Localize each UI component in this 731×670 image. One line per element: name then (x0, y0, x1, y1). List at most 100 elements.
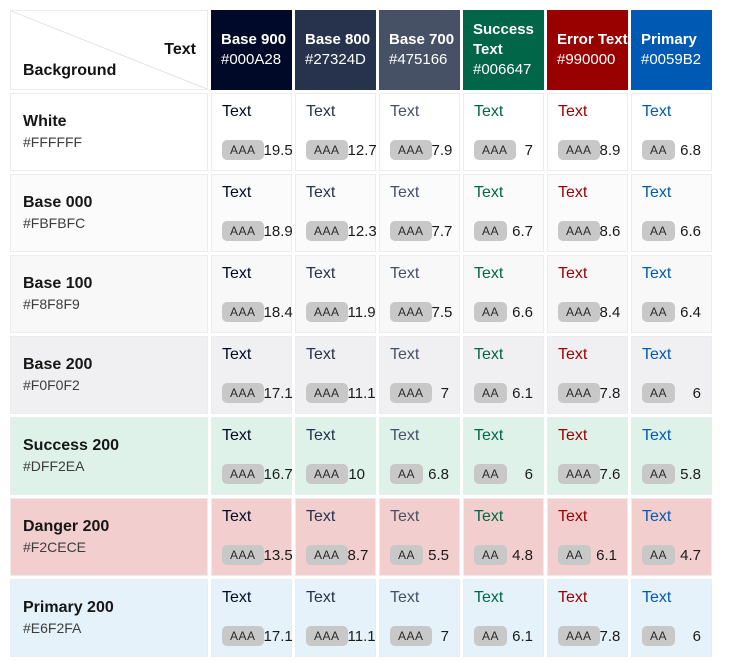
contrast-ratio: 6 (692, 384, 701, 402)
contrast-ratio: 11.9 (347, 303, 376, 321)
contrast-cell: Text AA 4.8 (463, 498, 544, 576)
text-sample: Text (642, 103, 672, 120)
contrast-ratio: 7.9 (431, 141, 453, 159)
contrast-ratio: 17.1 (263, 384, 293, 402)
row-header-base-100: Base 100 #F8F8F9 (10, 255, 208, 333)
wcag-level-badge: AAA (222, 464, 264, 484)
wcag-level-badge: AA (390, 464, 424, 484)
row-name: White (23, 113, 67, 130)
wcag-level-badge: AAA (558, 626, 600, 646)
contrast-cell: Text AAA 18.9 (211, 174, 293, 252)
contrast-meta: AAA 13.5 (222, 545, 293, 565)
contrast-ratio: 7.5 (431, 303, 453, 321)
contrast-cell: Text AAA 7 (379, 336, 460, 414)
row-hex: #F8F8F9 (23, 296, 80, 313)
wcag-level-badge: AAA (222, 383, 264, 403)
contrast-ratio: 8.6 (599, 222, 621, 240)
text-sample: Text (222, 508, 252, 525)
contrast-meta: AAA 7.8 (558, 626, 620, 646)
contrast-meta: AAA 11.1 (306, 383, 376, 403)
wcag-level-badge: AAA (390, 221, 432, 241)
text-sample: Text (558, 346, 588, 363)
contrast-cell: Text AAA 8.9 (547, 93, 628, 171)
contrast-meta: AAA 8.6 (558, 221, 620, 241)
text-sample: Text (390, 427, 420, 444)
contrast-ratio: 7 (440, 627, 449, 645)
contrast-cell: Text AAA 11.1 (295, 336, 376, 414)
contrast-meta: AAA 11.9 (306, 302, 376, 322)
contrast-ratio: 7 (524, 141, 533, 159)
column-hex: #475166 (389, 51, 448, 68)
contrast-meta: AA 6.8 (390, 464, 449, 484)
text-sample: Text (306, 589, 336, 606)
column-hex: #990000 (557, 51, 616, 68)
text-sample: Text (558, 103, 588, 120)
column-name: Base 900 (221, 30, 287, 48)
text-sample: Text (222, 346, 252, 363)
text-sample: Text (474, 265, 504, 282)
contrast-ratio: 18.4 (263, 303, 293, 321)
contrast-cell: Text AAA 7.8 (547, 336, 628, 414)
text-sample: Text (390, 184, 420, 201)
contrast-ratio: 7.6 (599, 465, 621, 483)
row-hex: #FBFBFC (23, 215, 86, 232)
column-name: Base 800 (305, 30, 371, 48)
contrast-cell: Text AAA 7 (379, 579, 460, 657)
column-header-base-800: Base 800 #27324D (295, 10, 376, 90)
contrast-ratio: 16.7 (263, 465, 293, 483)
row-hex: #F0F0F2 (23, 377, 80, 394)
contrast-meta: AAA 7 (390, 383, 449, 403)
wcag-level-badge: AA (642, 545, 676, 565)
contrast-ratio: 19.5 (263, 141, 293, 159)
text-sample: Text (306, 184, 336, 201)
wcag-level-badge: AAA (558, 140, 600, 160)
contrast-meta: AA 6 (642, 383, 701, 403)
contrast-cell: Text AA 6 (631, 336, 712, 414)
text-sample: Text (642, 265, 672, 282)
column-header-base-900: Base 900 #000A28 (211, 10, 292, 90)
text-sample: Text (474, 589, 504, 606)
contrast-cell: Text AA 6.6 (631, 174, 712, 252)
corner-cell: Text Background (10, 10, 208, 90)
contrast-ratio: 6.7 (512, 222, 533, 240)
wcag-level-badge: AAA (306, 464, 348, 484)
contrast-cell: Text AAA 12.7 (295, 93, 377, 171)
wcag-level-badge: AA (474, 221, 508, 241)
column-name: Base 700 (389, 30, 455, 48)
contrast-cell: Text AAA 7.7 (379, 174, 460, 252)
contrast-meta: AAA 17.1 (222, 383, 293, 403)
wcag-level-badge: AA (642, 140, 676, 160)
contrast-ratio: 6.8 (428, 465, 449, 483)
contrast-cell: Text AAA 7.6 (547, 417, 628, 495)
contrast-meta: AA 6.6 (474, 302, 533, 322)
text-sample: Text (306, 346, 336, 363)
contrast-ratio: 6.1 (596, 546, 617, 564)
contrast-meta: AAA 12.3 (306, 221, 377, 241)
contrast-cell: Text AA 6.6 (463, 255, 544, 333)
diagonal-divider-line (11, 11, 207, 89)
contrast-ratio: 4.7 (680, 546, 701, 564)
row-name: Base 100 (23, 275, 93, 292)
contrast-meta: AAA 19.5 (222, 140, 293, 160)
contrast-ratio: 13.5 (263, 546, 293, 564)
wcag-level-badge: AA (642, 383, 676, 403)
row-hex: #FFFFFF (23, 134, 83, 151)
contrast-cell: Text AA 5.5 (379, 498, 460, 576)
wcag-level-badge: AA (642, 464, 676, 484)
text-sample: Text (390, 508, 420, 525)
contrast-meta: AAA 11.1 (306, 626, 376, 646)
wcag-level-badge: AAA (222, 221, 264, 241)
contrast-cell: Text AAA 17.1 (211, 579, 293, 657)
contrast-cell: Text AAA 10 (295, 417, 376, 495)
text-sample: Text (558, 589, 588, 606)
contrast-meta: AA 6.6 (642, 221, 701, 241)
contrast-ratio: 6.4 (680, 303, 701, 321)
wcag-level-badge: AA (390, 545, 424, 565)
wcag-level-badge: AA (474, 626, 508, 646)
contrast-meta: AAA 7.7 (390, 221, 452, 241)
contrast-cell: Text AAA 17.1 (211, 336, 293, 414)
text-sample: Text (306, 265, 336, 282)
contrast-meta: AA 6.1 (474, 626, 533, 646)
wcag-level-badge: AAA (390, 626, 432, 646)
contrast-cell: Text AA 4.7 (631, 498, 712, 576)
